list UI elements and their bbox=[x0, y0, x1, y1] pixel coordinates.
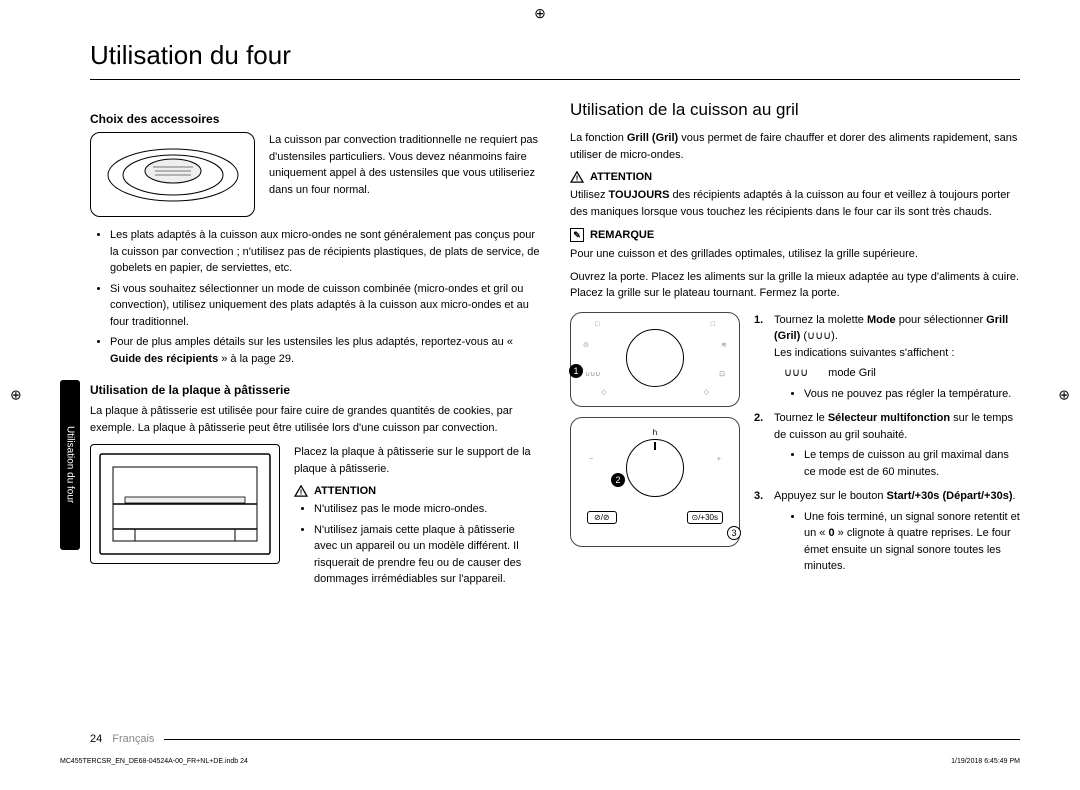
bullet-item: N'utilisez pas le mode micro-ondes. bbox=[314, 501, 540, 518]
right-column: Utilisation de la cuisson au gril La fon… bbox=[570, 100, 1020, 602]
accessories-bullets: Les plats adaptés à la cuisson aux micro… bbox=[90, 227, 540, 367]
attention-label: ! ATTENTION bbox=[570, 171, 1020, 183]
crop-mark-left: ⊕ bbox=[10, 387, 22, 404]
note-icon: ✎ bbox=[570, 228, 584, 242]
step-3: 3. Appuyez sur le bouton Start/+30s (Dép… bbox=[754, 488, 1020, 575]
place-tray-text: Placez la plaque à pâtisserie sur le sup… bbox=[294, 444, 540, 477]
control-panel-illustration: □ □ ⊙ ≋ ∪∪∪ ⊡ ◇ ◇ 1 h bbox=[570, 312, 740, 557]
dish-illustration bbox=[90, 132, 255, 217]
doc-ref: MC455TERCSR_EN_DE68-04524A-00_FR+NL+DE.i… bbox=[60, 758, 248, 765]
doc-timestamp: 1/19/2018 6:45:49 PM bbox=[951, 758, 1020, 765]
attention-text: Utilisez TOUJOURS des récipients adaptés… bbox=[570, 187, 1020, 220]
oven-illustration bbox=[90, 444, 280, 564]
page-lang: Français bbox=[112, 733, 154, 745]
bullet-item: N'utilisez jamais cette plaque à pâtisse… bbox=[314, 522, 540, 588]
remarque-text: Pour une cuisson et des grillades optima… bbox=[570, 246, 1020, 263]
grill-heading: Utilisation de la cuisson au gril bbox=[570, 100, 1020, 120]
step-2: 2. Tournez le Sélecteur multifonction su… bbox=[754, 410, 1020, 480]
left-column: Choix des accessoires La cuis bbox=[90, 100, 540, 602]
attention-label: ! ATTENTION bbox=[294, 485, 540, 497]
page-content: Utilisation du four Choix des accessoire… bbox=[0, 0, 1080, 622]
remarque-label: ✎ REMARQUE bbox=[570, 228, 1020, 242]
crop-mark-top: ⊕ bbox=[534, 5, 546, 22]
page-footer: 24 Français bbox=[90, 733, 1020, 745]
two-column-layout: Choix des accessoires La cuis bbox=[90, 100, 1020, 602]
page-title: Utilisation du four bbox=[90, 40, 1020, 80]
bullet-item: Pour de plus amples détails sur les uste… bbox=[110, 334, 540, 367]
attention-bullets: N'utilisez pas le mode micro-ondes. N'ut… bbox=[294, 501, 540, 588]
accessories-intro: La cuisson par convection traditionnelle… bbox=[269, 132, 540, 198]
accessories-heading: Choix des accessoires bbox=[90, 112, 540, 126]
bullet-item: Si vous souhaitez sélectionner un mode d… bbox=[110, 281, 540, 331]
open-door-text: Ouvrez la porte. Placez les aliments sur… bbox=[570, 269, 1020, 302]
svg-text:!: ! bbox=[576, 173, 579, 182]
side-tab: Utilisation du four bbox=[60, 380, 80, 550]
start-button-illus: ⊙/+30s bbox=[687, 511, 724, 524]
step-1: 1. Tournez la molette Mode pour sélectio… bbox=[754, 312, 1020, 403]
grill-intro: La fonction Grill (Gril) vous permet de … bbox=[570, 130, 1020, 163]
baking-tray-heading: Utilisation de la plaque à pâtisserie bbox=[90, 383, 540, 397]
footer-meta: MC455TERCSR_EN_DE68-04524A-00_FR+NL+DE.i… bbox=[60, 758, 1020, 765]
cancel-button-illus: ⊘/⊘ bbox=[587, 511, 617, 524]
svg-text:!: ! bbox=[300, 487, 303, 496]
baking-tray-intro: La plaque à pâtisserie est utilisée pour… bbox=[90, 403, 540, 436]
warning-icon: ! bbox=[294, 485, 308, 497]
page-number: 24 bbox=[90, 733, 102, 745]
grill-steps: 1. Tournez la molette Mode pour sélectio… bbox=[754, 312, 1020, 583]
crop-mark-right: ⊕ bbox=[1058, 387, 1070, 404]
bullet-item: Les plats adaptés à la cuisson aux micro… bbox=[110, 227, 540, 277]
warning-icon: ! bbox=[570, 171, 584, 183]
